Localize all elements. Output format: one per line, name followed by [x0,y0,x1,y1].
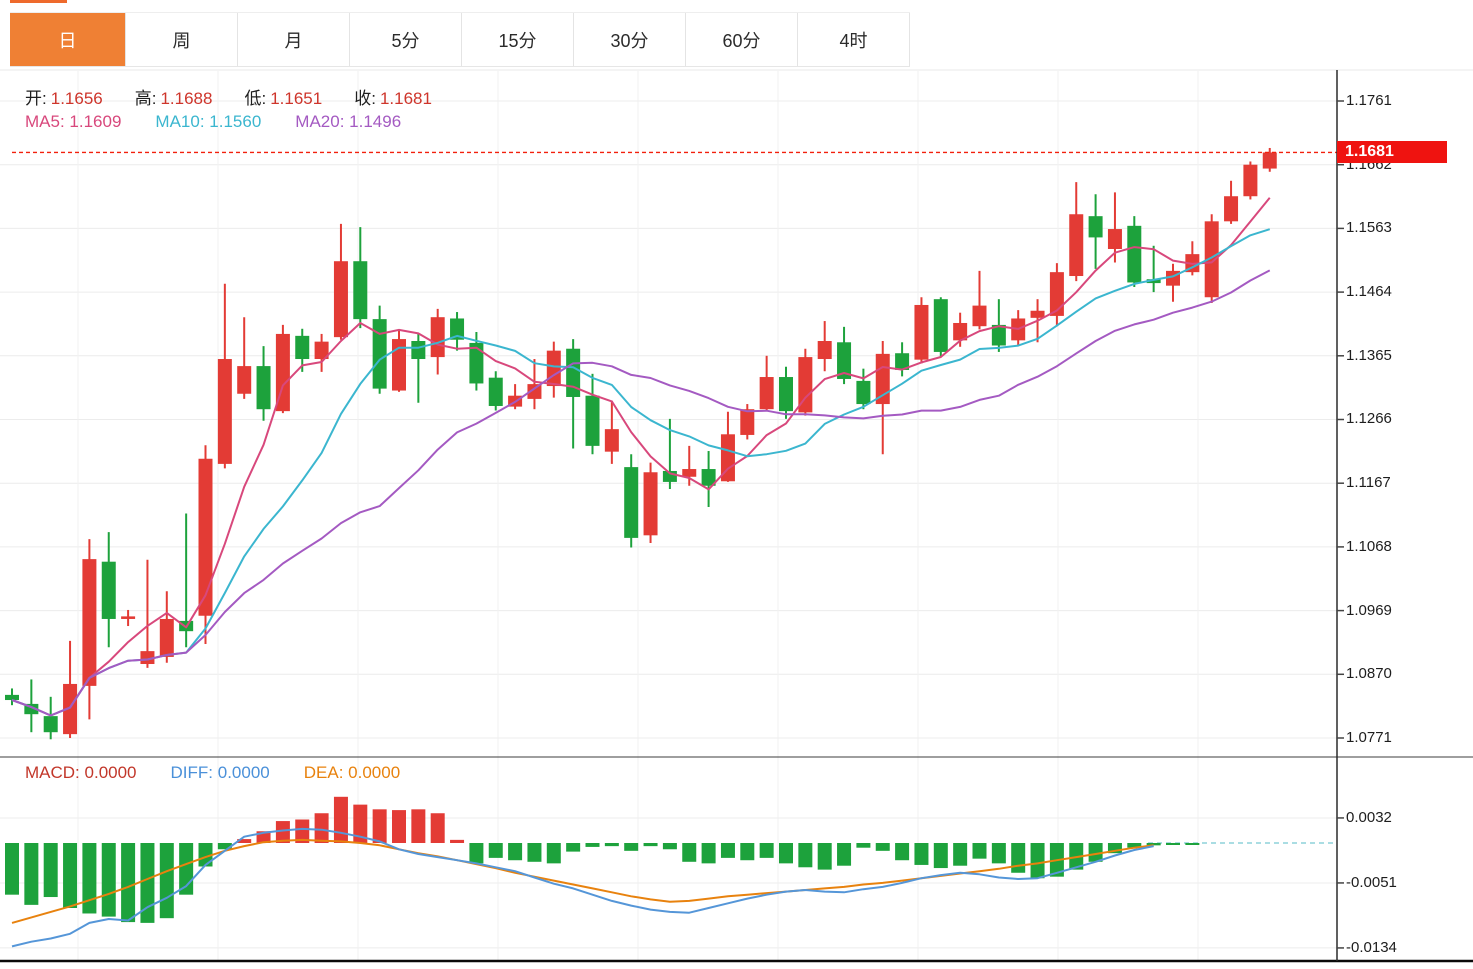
price-axis-label: 1.1068 [1346,537,1392,555]
ohlc-legend: 开: 1.1656 高: 1.1688 低: 1.1651 收: 1.1681 [25,84,432,109]
tab-月[interactable]: 月 [238,13,350,66]
tab-日[interactable]: 日 [10,13,126,66]
price-axis-label: 1.0969 [1346,601,1392,619]
tab-15分[interactable]: 15分 [462,13,574,66]
macd-legend: MACD: 0.0000 DIFF: 0.0000 DEA: 0.0000 [25,763,400,783]
tab-4时[interactable]: 4时 [798,13,910,66]
active-tab-indicator [10,0,67,3]
macd-axis-label: 0.0032 [1346,808,1392,826]
tab-30分[interactable]: 30分 [574,13,686,66]
ma10-readout: MA10: 1.1560 [155,112,262,131]
tab-60分[interactable]: 60分 [686,13,798,66]
price-axis-label: 1.0870 [1346,665,1392,683]
macd-readout: MACD: 0.0000 [25,763,137,782]
tab-周[interactable]: 周 [126,13,238,66]
price-axis-label: 1.1167 [1346,474,1391,492]
dea-readout: DEA: 0.0000 [303,763,401,782]
last-price-tag: 1.1681 [1337,141,1447,163]
macd-axis-label: -0.0134 [1346,938,1397,956]
tab-5分[interactable]: 5分 [350,13,462,66]
low-readout: 低: 1.1651 [244,89,323,108]
price-axis-label: 1.1365 [1346,346,1392,364]
diff-readout: DIFF: 0.0000 [170,763,270,782]
ma5-readout: MA5: 1.1609 [25,112,122,131]
macd-axis-label: -0.0051 [1346,873,1397,891]
price-axis-label: 1.1464 [1346,283,1392,301]
price-axis-label: 1.1563 [1346,219,1392,237]
price-axis-label: 1.1266 [1346,410,1392,428]
high-readout: 高: 1.1688 [134,89,213,108]
close-readout: 收: 1.1681 [354,89,432,108]
ma-legend: MA5: 1.1609 MA10: 1.1560 MA20: 1.1496 [25,112,401,132]
ma20-readout: MA20: 1.1496 [295,112,402,131]
timeframe-tab-bar: 日周月 5分 15分 30分 60分 4时 [10,12,910,67]
price-axis-label: 1.1761 [1346,92,1392,109]
price-axis-label: 1.0771 [1346,728,1392,746]
open-readout: 开: 1.1656 [25,89,103,108]
